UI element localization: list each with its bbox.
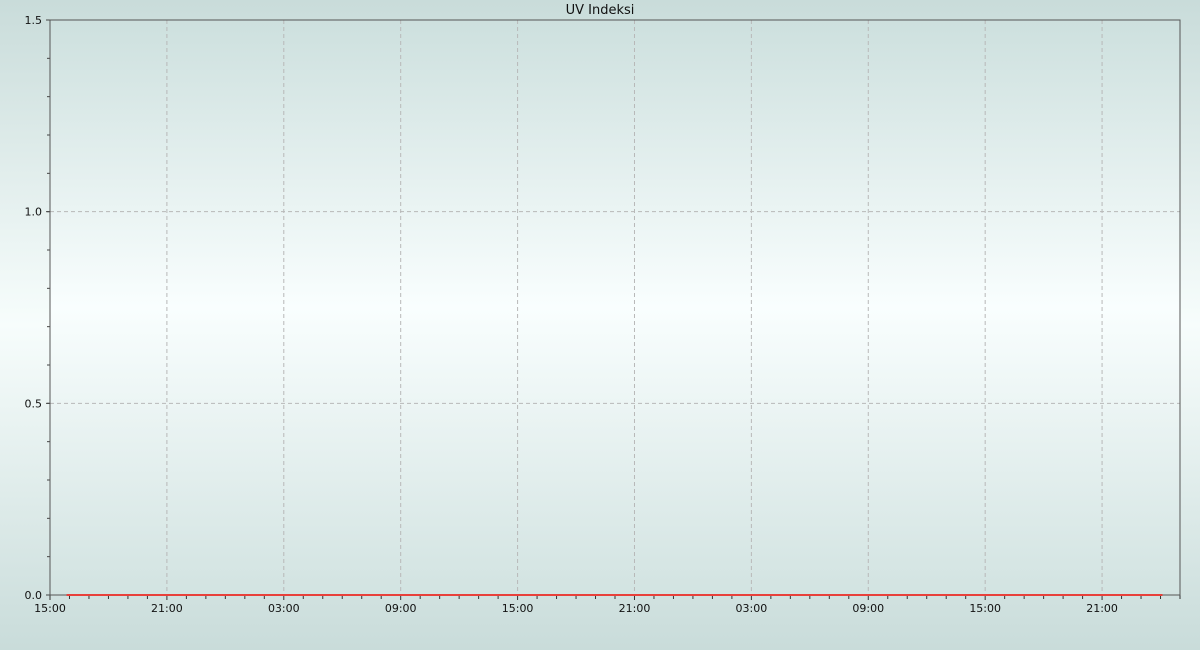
chart-title: UV Indeksi [565, 3, 635, 18]
y-tick-label: 0.5 [25, 397, 43, 410]
x-tick-label: 15:00 [502, 602, 534, 615]
y-tick-label: 1.0 [25, 206, 43, 219]
x-tick-label: 09:00 [385, 602, 417, 615]
x-tick-label: 21:00 [151, 602, 183, 615]
x-tick-label: 21:00 [1086, 602, 1118, 615]
x-tick-label: 15:00 [969, 602, 1001, 615]
x-tick-label: 21:00 [619, 602, 651, 615]
x-tick-label: 09:00 [852, 602, 884, 615]
y-tick-label: 0.0 [25, 589, 43, 602]
y-tick-label: 1.5 [25, 14, 43, 27]
plot-area [50, 20, 1180, 595]
x-tick-label: 15:00 [34, 602, 66, 615]
x-tick-label: 03:00 [736, 602, 768, 615]
x-tick-label: 03:00 [268, 602, 300, 615]
